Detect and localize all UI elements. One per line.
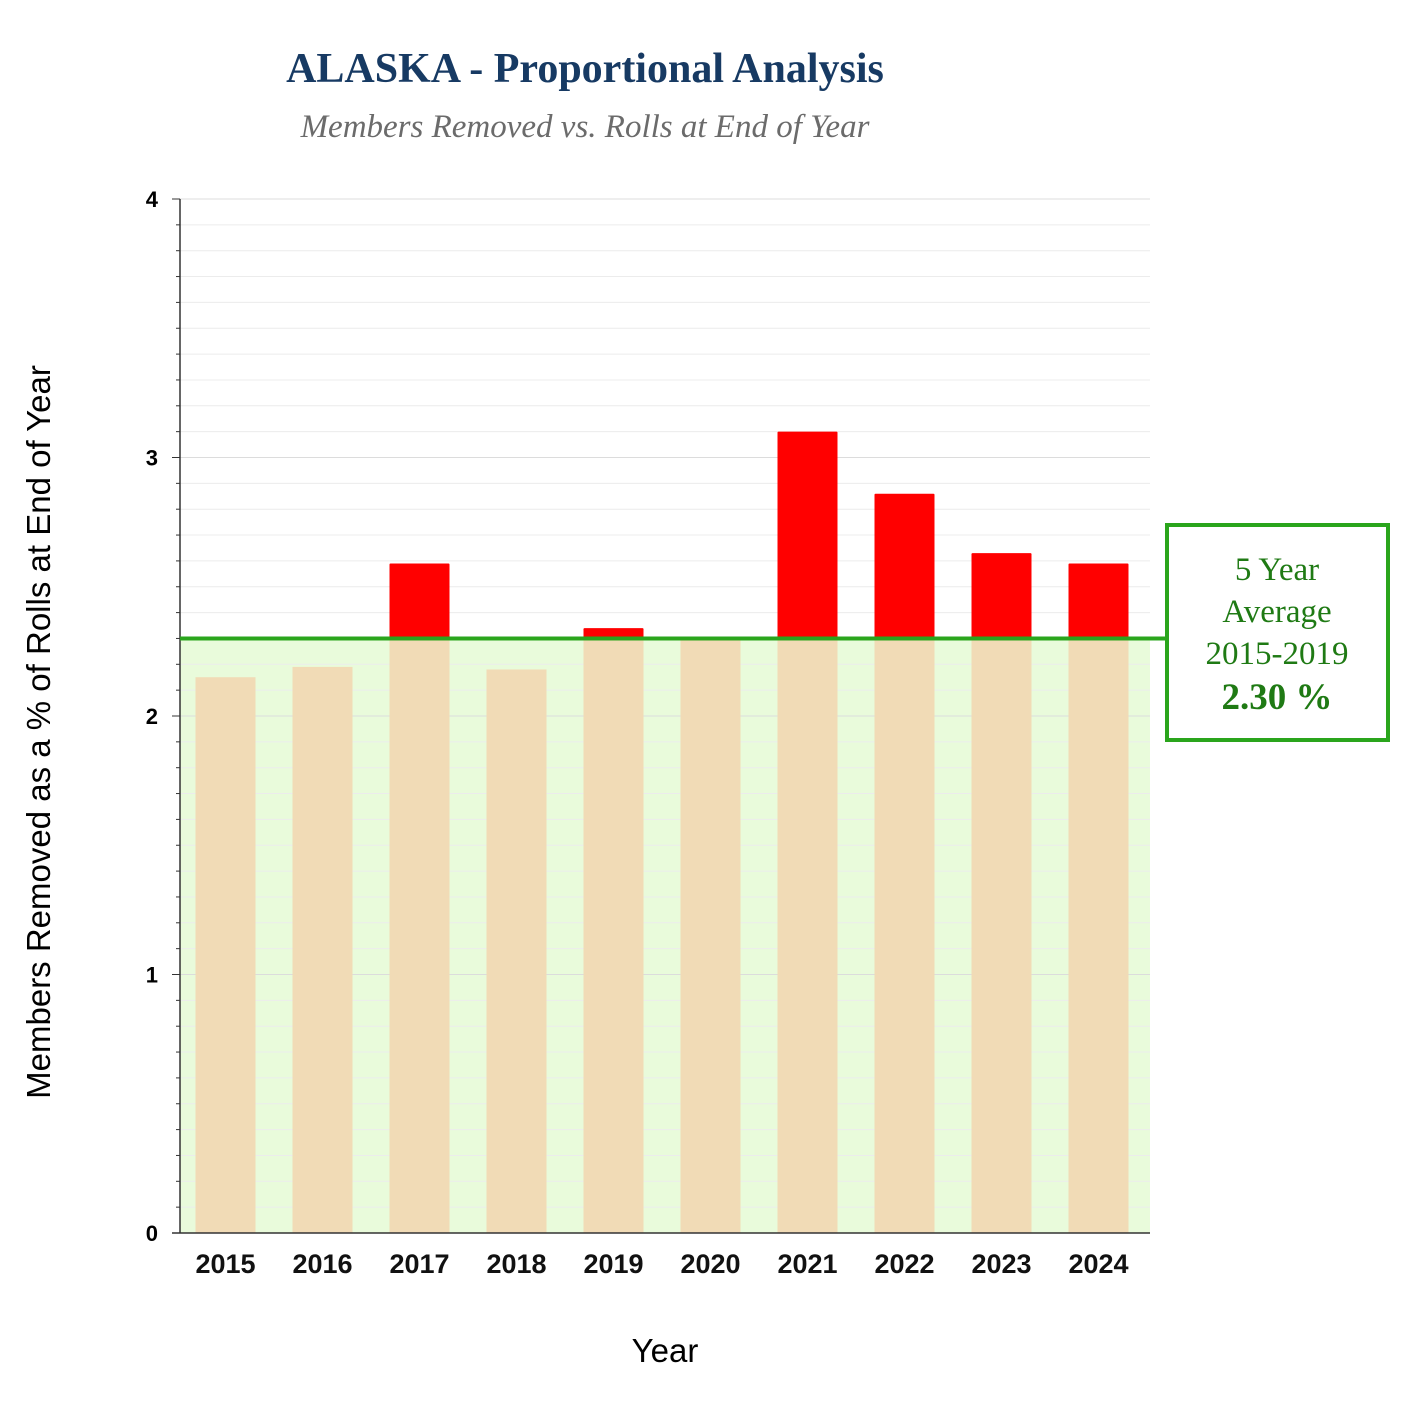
x-tick-label-2021: 2021 bbox=[777, 1249, 837, 1279]
bar-2019-excess bbox=[583, 628, 644, 639]
y-tick-label-1: 1 bbox=[146, 963, 158, 988]
x-tick-labels: 2015 2016 2017 2018 2019 2020 2021 2022 2023 2024 bbox=[195, 1249, 1128, 1279]
bar-2016-base bbox=[292, 666, 353, 1233]
bar-2021-excess bbox=[777, 431, 838, 639]
x-tick-label-2024: 2024 bbox=[1068, 1249, 1128, 1279]
y-tick-labels: 0 1 2 3 4 bbox=[146, 187, 159, 1246]
average-label-line-3: 2015-2019 bbox=[1206, 636, 1349, 672]
axes bbox=[172, 198, 1150, 1234]
bar-2017-base bbox=[389, 638, 450, 1233]
x-axis-label: Year bbox=[632, 1332, 699, 1369]
y-tick-label-4: 4 bbox=[146, 187, 159, 212]
x-tick-label-2017: 2017 bbox=[389, 1249, 449, 1279]
bar-2020-base bbox=[680, 638, 741, 1233]
bar-2022-excess bbox=[874, 493, 935, 639]
bar-2023-excess bbox=[971, 553, 1032, 639]
y-tick-label-0: 0 bbox=[146, 1221, 158, 1246]
bar-2024-base bbox=[1068, 638, 1129, 1233]
x-tick-label-2022: 2022 bbox=[874, 1249, 934, 1279]
bar-2022-base bbox=[874, 638, 935, 1233]
y-axis-label: Members Removed as a % of Rolls at End o… bbox=[20, 365, 57, 1099]
bars bbox=[195, 431, 1129, 1233]
average-label-line-2: Average bbox=[1222, 594, 1331, 630]
average-annotation-box bbox=[1165, 523, 1390, 742]
bar-2018-base bbox=[486, 669, 547, 1233]
x-tick-label-2015: 2015 bbox=[195, 1249, 255, 1279]
x-tick-label-2016: 2016 bbox=[292, 1249, 352, 1279]
bar-2019-base bbox=[583, 638, 644, 1233]
bar-2023-base bbox=[971, 638, 1032, 1233]
x-tick-label-2023: 2023 bbox=[971, 1249, 1031, 1279]
y-tick-label-3: 3 bbox=[146, 446, 158, 471]
average-annotation: 5 Year Average 2015-2019 2.30 % bbox=[1165, 523, 1390, 742]
chart-title: ALASKA - Proportional Analysis bbox=[286, 46, 884, 92]
x-tick-label-2020: 2020 bbox=[680, 1249, 740, 1279]
bar-2024-excess bbox=[1068, 563, 1129, 639]
average-label-line-1: 5 Year bbox=[1235, 552, 1319, 588]
average-value-label: 2.30 % bbox=[1222, 677, 1333, 718]
chart-subtitle: Members Removed vs. Rolls at End of Year bbox=[300, 109, 870, 145]
bar-2017-excess bbox=[389, 563, 450, 639]
bar-2021-base bbox=[777, 638, 838, 1233]
x-tick-label-2018: 2018 bbox=[486, 1249, 546, 1279]
x-tick-label-2019: 2019 bbox=[583, 1249, 643, 1279]
y-tick-label-2: 2 bbox=[146, 704, 158, 729]
bar-2015-base bbox=[195, 677, 256, 1233]
